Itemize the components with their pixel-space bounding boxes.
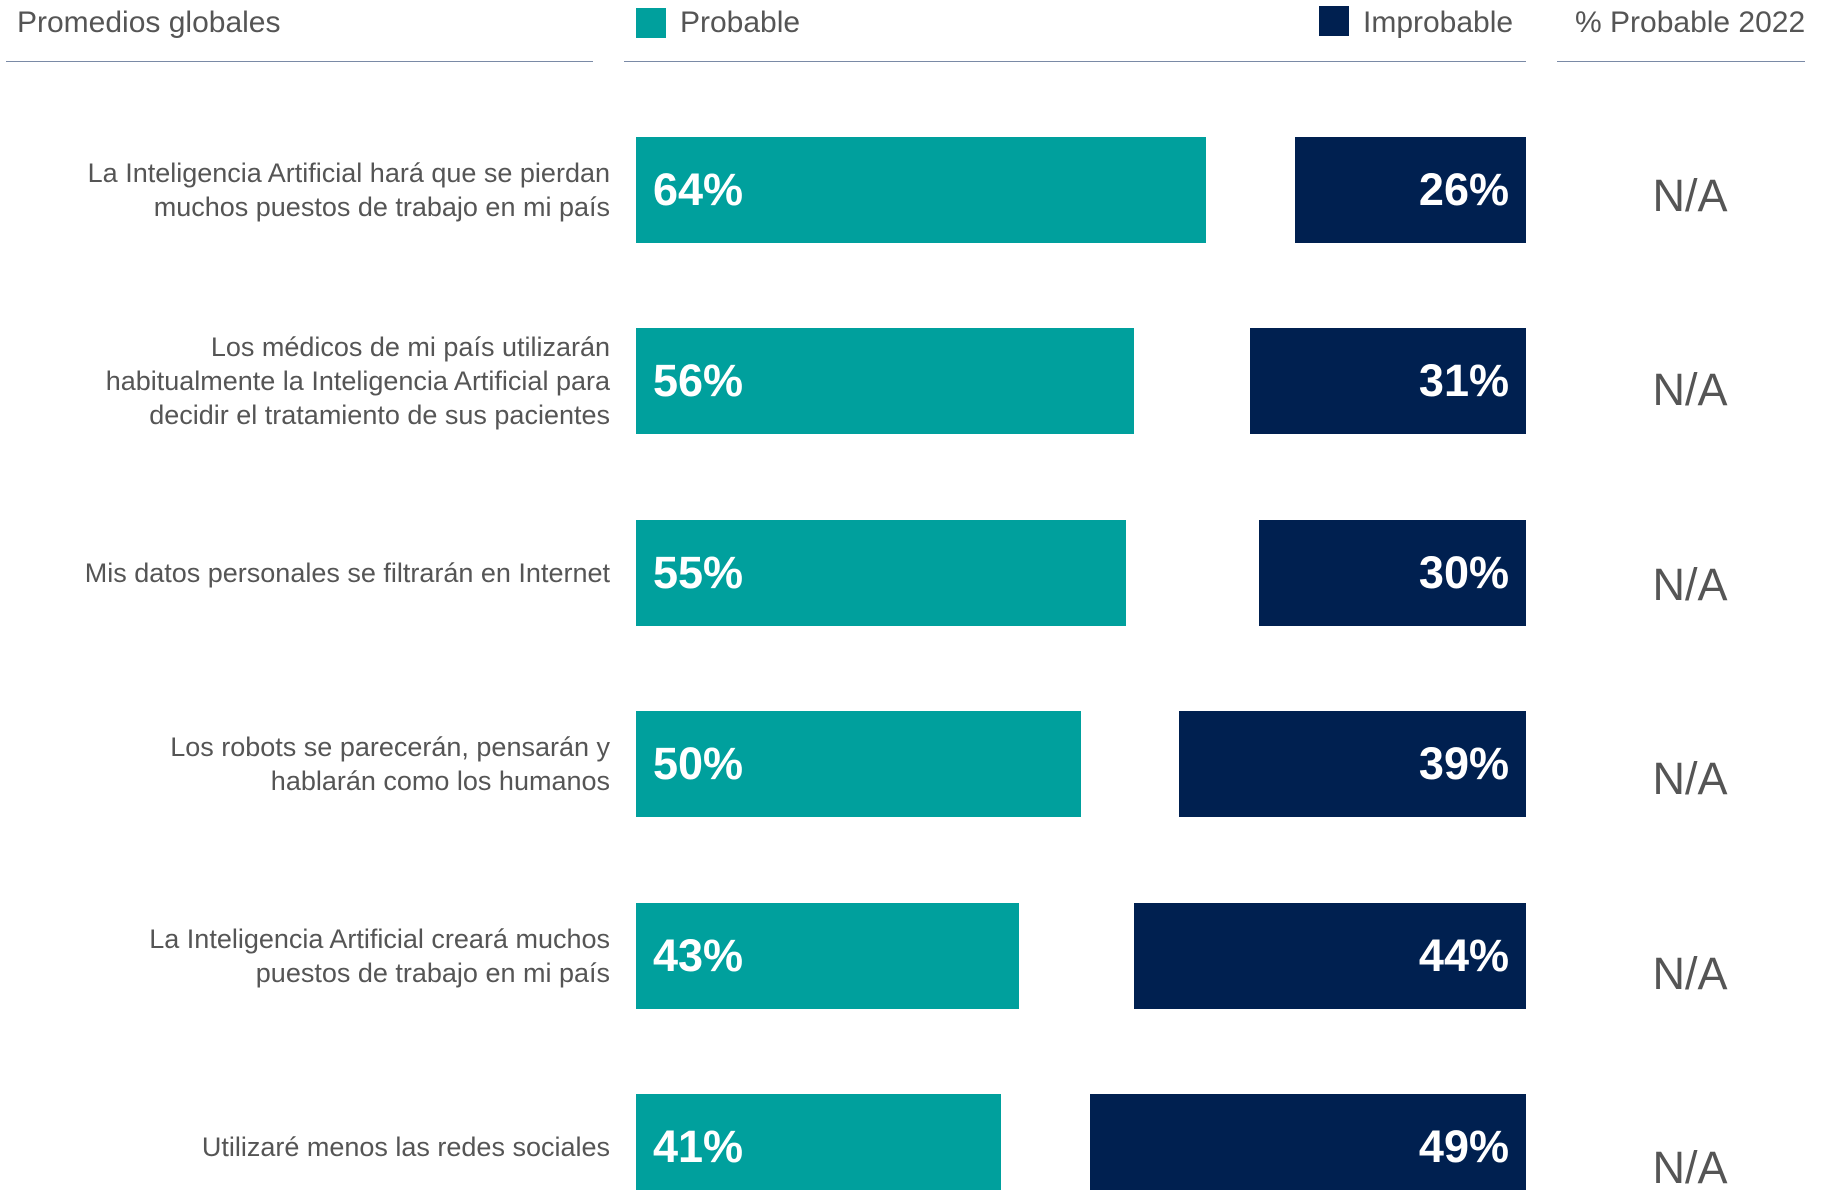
- comparison-value: N/A: [1652, 170, 1728, 221]
- comparison-value: N/A: [1652, 947, 1728, 999]
- value-label: 50%: [653, 738, 744, 790]
- bar: [1178, 711, 1526, 818]
- value-label: 30%: [1418, 546, 1509, 598]
- category-label: Utilizaré menos las redes sociales: [201, 1132, 610, 1162]
- value-label: 44%: [1418, 929, 1509, 981]
- comparison-title: % Probable 2022: [1575, 6, 1806, 39]
- category-label: La Inteligencia Artificial creará muchos…: [149, 923, 610, 988]
- value-label: 41%: [653, 1121, 744, 1172]
- bar: [1134, 902, 1526, 1009]
- header-rule: [1557, 61, 1805, 62]
- value-label: 39%: [1418, 738, 1509, 790]
- header-rule: [6, 61, 593, 62]
- bar: [636, 711, 1081, 818]
- value-label: 56%: [653, 355, 744, 407]
- chart-title: Promedios globales: [17, 6, 281, 39]
- bar: [1089, 1094, 1526, 1190]
- bar: [636, 137, 1206, 243]
- bar: [636, 1094, 1001, 1190]
- category-label: La Inteligencia Artificial hará que se p…: [87, 158, 610, 222]
- comparison-value: N/A: [1652, 753, 1728, 805]
- value-label: 55%: [653, 546, 744, 598]
- value-label: 31%: [1418, 355, 1509, 407]
- category-label: Los médicos de mi país utilizarán habitu…: [105, 332, 610, 431]
- bar: [636, 328, 1135, 435]
- comparison-value: N/A: [1652, 364, 1728, 416]
- bar: [1294, 137, 1526, 243]
- comparison-value: N/A: [1652, 1142, 1728, 1190]
- legend-label: Probable: [680, 6, 801, 39]
- bar: [1250, 328, 1526, 435]
- value-label: 43%: [653, 929, 744, 981]
- comparison-value: N/A: [1652, 558, 1728, 610]
- category-label: Mis datos personales se filtrarán en Int…: [84, 557, 610, 588]
- value-label: 64%: [653, 164, 744, 215]
- header-rule: [624, 61, 1526, 62]
- value-label: 49%: [1418, 1121, 1509, 1172]
- legend-swatch: [1319, 6, 1349, 36]
- legend-swatch: [636, 8, 666, 38]
- bar: [636, 902, 1019, 1009]
- value-label: 26%: [1418, 164, 1509, 215]
- legend-label: Improbable: [1363, 6, 1514, 39]
- bar: [636, 519, 1126, 626]
- category-label: Los robots se parecerán, pensarán y habl…: [170, 732, 610, 797]
- bar: [1259, 519, 1526, 626]
